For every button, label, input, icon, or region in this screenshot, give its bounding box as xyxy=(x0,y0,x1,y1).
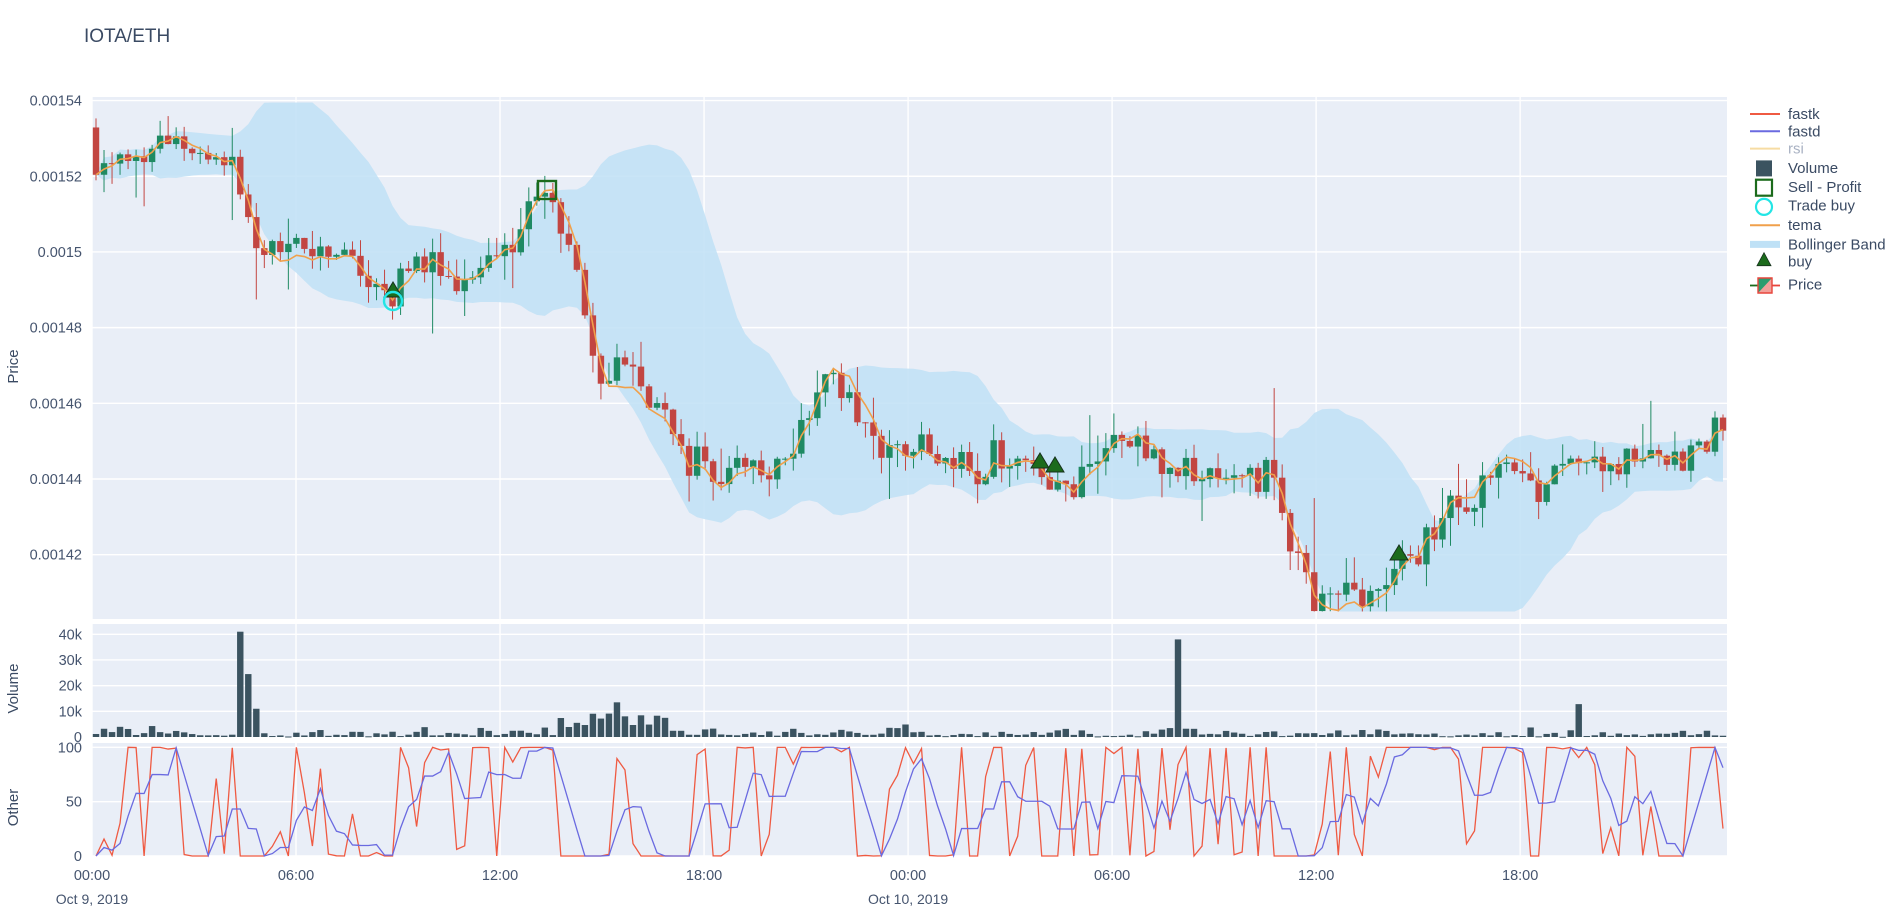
svg-text:10k: 10k xyxy=(59,704,83,720)
svg-text:Trade buy: Trade buy xyxy=(1788,198,1855,215)
svg-text:0.00152: 0.00152 xyxy=(30,169,82,185)
svg-text:0.00144: 0.00144 xyxy=(30,472,82,488)
svg-text:0.00148: 0.00148 xyxy=(30,321,82,337)
svg-text:Volume: Volume xyxy=(1788,160,1838,177)
svg-text:tema: tema xyxy=(1788,217,1822,234)
svg-text:fastk: fastk xyxy=(1788,106,1820,123)
svg-text:06:00: 06:00 xyxy=(1094,868,1130,884)
svg-text:18:00: 18:00 xyxy=(686,868,722,884)
svg-text:fastd: fastd xyxy=(1788,123,1821,140)
svg-text:30k: 30k xyxy=(59,653,83,669)
svg-text:20k: 20k xyxy=(59,679,83,695)
svg-text:12:00: 12:00 xyxy=(1298,868,1334,884)
svg-text:00:00: 00:00 xyxy=(890,868,926,884)
svg-text:Sell - Profit: Sell - Profit xyxy=(1788,179,1862,196)
svg-text:18:00: 18:00 xyxy=(1502,868,1538,884)
svg-text:0.0015: 0.0015 xyxy=(38,245,82,261)
svg-text:0.00142: 0.00142 xyxy=(30,548,82,564)
svg-text:Price: Price xyxy=(1788,277,1822,294)
svg-text:50: 50 xyxy=(66,795,82,811)
svg-text:0: 0 xyxy=(74,849,82,865)
svg-text:Oct 10, 2019: Oct 10, 2019 xyxy=(868,891,948,907)
svg-text:12:00: 12:00 xyxy=(482,868,518,884)
svg-text:buy: buy xyxy=(1788,254,1813,271)
svg-text:100: 100 xyxy=(58,740,82,756)
svg-text:00:00: 00:00 xyxy=(74,868,110,884)
svg-text:06:00: 06:00 xyxy=(278,868,314,884)
svg-text:Oct 9, 2019: Oct 9, 2019 xyxy=(56,891,129,907)
svg-text:rsi: rsi xyxy=(1788,141,1804,158)
svg-text:0.00154: 0.00154 xyxy=(30,94,82,110)
svg-text:0.00146: 0.00146 xyxy=(30,396,82,412)
svg-text:Bollinger Band: Bollinger Band xyxy=(1788,236,1886,253)
svg-text:40k: 40k xyxy=(59,627,83,643)
